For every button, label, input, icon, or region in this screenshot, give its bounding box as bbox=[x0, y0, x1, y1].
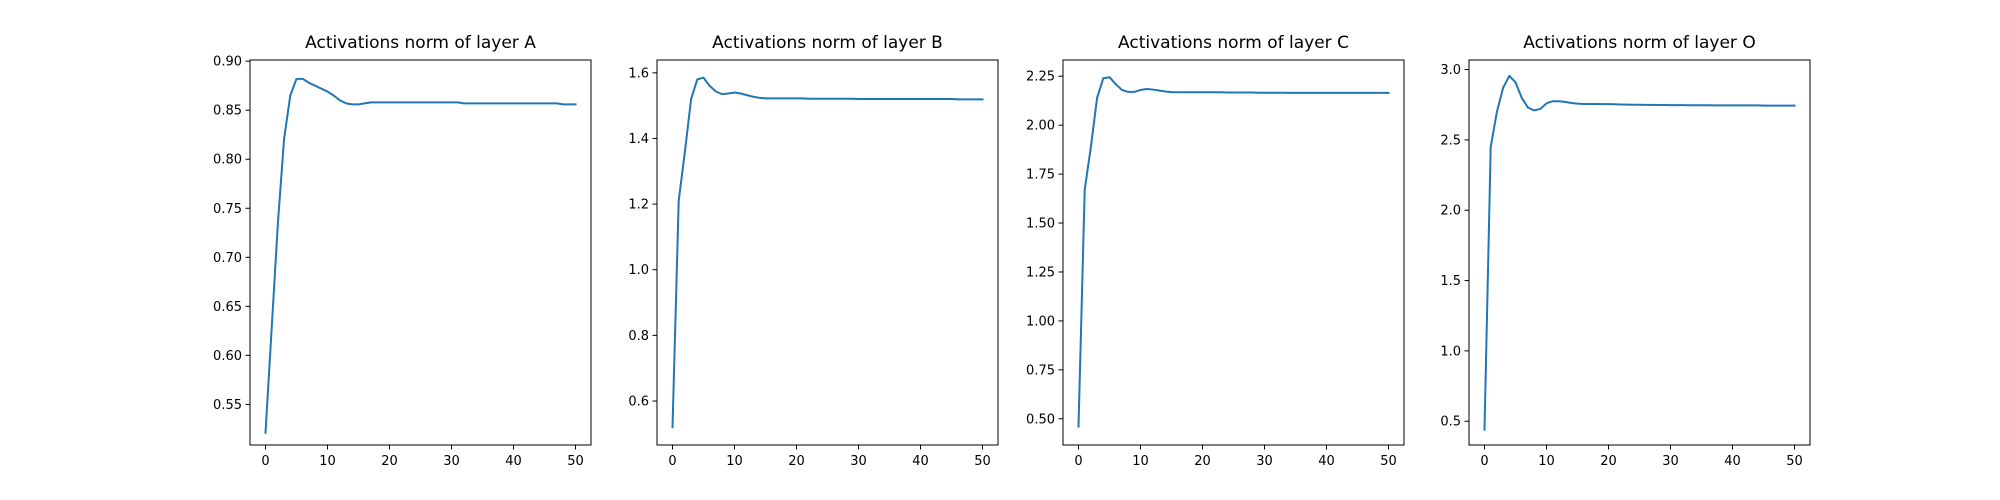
x-tick-label: 0 bbox=[668, 454, 676, 469]
x-tick-label: 40 bbox=[912, 454, 929, 469]
y-tick-label: 0.55 bbox=[213, 398, 242, 413]
y-tick-label: 2.5 bbox=[1440, 133, 1461, 148]
x-tick-label: 40 bbox=[1724, 454, 1741, 469]
x-tick-label: 30 bbox=[850, 454, 867, 469]
x-tick-label: 30 bbox=[1256, 454, 1273, 469]
x-tick-label: 50 bbox=[974, 454, 991, 469]
series-line-0 bbox=[671, 76, 984, 429]
y-tick-label: 0.6 bbox=[628, 395, 649, 410]
y-tick-label: 1.6 bbox=[628, 66, 649, 81]
chart-title: Activations norm of layer C bbox=[1118, 33, 1349, 53]
x-tick-label: 20 bbox=[1194, 454, 1211, 469]
x-tick-label: 50 bbox=[1786, 454, 1803, 469]
y-tick-label: 1.50 bbox=[1026, 217, 1055, 232]
chart-title: Activations norm of layer O bbox=[1523, 33, 1755, 53]
y-tick-label: 0.75 bbox=[1026, 363, 1055, 378]
y-tick-label: 0.75 bbox=[213, 202, 242, 217]
y-tick-label: 1.25 bbox=[1026, 265, 1055, 280]
y-tick-label: 2.0 bbox=[1440, 204, 1461, 219]
chart-panel-1: Activations norm of layer B 0 10 20 30 40 50 0.… bbox=[628, 33, 999, 469]
series-line-0 bbox=[264, 77, 577, 434]
y-tick-label: 0.70 bbox=[213, 251, 242, 266]
y-tick-label: 0.90 bbox=[213, 55, 242, 70]
y-tick-label: 0.65 bbox=[213, 300, 242, 315]
x-tick-label: 0 bbox=[1480, 454, 1488, 469]
series-line-0 bbox=[1483, 74, 1796, 431]
y-tick-label: 0.60 bbox=[213, 349, 242, 364]
y-tick-label: 1.2 bbox=[628, 198, 649, 213]
x-tick-label: 10 bbox=[726, 454, 743, 469]
x-tick-label: 10 bbox=[1132, 454, 1149, 469]
chart-panel-3: Activations norm of layer O 0 10 20 30 40 50 0.… bbox=[1440, 33, 1811, 469]
x-tick-label: 10 bbox=[1538, 454, 1555, 469]
axes-frame bbox=[656, 59, 999, 446]
chart-title: Activations norm of layer B bbox=[712, 33, 943, 53]
x-tick-label: 50 bbox=[1380, 454, 1397, 469]
x-tick-label: 20 bbox=[788, 454, 805, 469]
axes-frame bbox=[1062, 59, 1405, 446]
y-tick-label: 1.4 bbox=[628, 132, 649, 147]
chart-panel-0: Activations norm of layer A 0 10 20 30 40 50 0.… bbox=[213, 33, 592, 469]
x-tick-label: 30 bbox=[443, 454, 460, 469]
axes-frame bbox=[249, 59, 592, 446]
y-tick-label: 3.0 bbox=[1440, 63, 1461, 78]
y-tick-label: 2.25 bbox=[1026, 70, 1055, 85]
x-tick-label: 20 bbox=[1600, 454, 1617, 469]
y-tick-label: 2.00 bbox=[1026, 119, 1055, 134]
y-tick-label: 0.85 bbox=[213, 104, 242, 119]
x-tick-label: 40 bbox=[505, 454, 522, 469]
x-tick-label: 0 bbox=[261, 454, 269, 469]
chart-panel-2: Activations norm of layer C 0 10 20 30 40 50 0.… bbox=[1026, 33, 1405, 469]
series-line-0 bbox=[1077, 76, 1390, 428]
chart-title: Activations norm of layer A bbox=[305, 33, 536, 53]
y-tick-label: 1.0 bbox=[628, 263, 649, 278]
y-tick-label: 1.00 bbox=[1026, 314, 1055, 329]
x-tick-label: 40 bbox=[1318, 454, 1335, 469]
y-tick-label: 0.50 bbox=[1026, 412, 1055, 427]
x-tick-label: 50 bbox=[567, 454, 584, 469]
x-tick-label: 30 bbox=[1662, 454, 1679, 469]
axes-frame bbox=[1468, 59, 1811, 446]
y-tick-label: 0.8 bbox=[628, 329, 649, 344]
y-tick-label: 0.80 bbox=[213, 153, 242, 168]
x-tick-label: 0 bbox=[1074, 454, 1082, 469]
x-tick-label: 10 bbox=[319, 454, 336, 469]
y-tick-label: 0.5 bbox=[1440, 415, 1461, 430]
y-tick-label: 1.5 bbox=[1440, 274, 1461, 289]
y-tick-label: 1.0 bbox=[1440, 344, 1461, 359]
x-tick-label: 20 bbox=[381, 454, 398, 469]
y-tick-label: 1.75 bbox=[1026, 168, 1055, 183]
